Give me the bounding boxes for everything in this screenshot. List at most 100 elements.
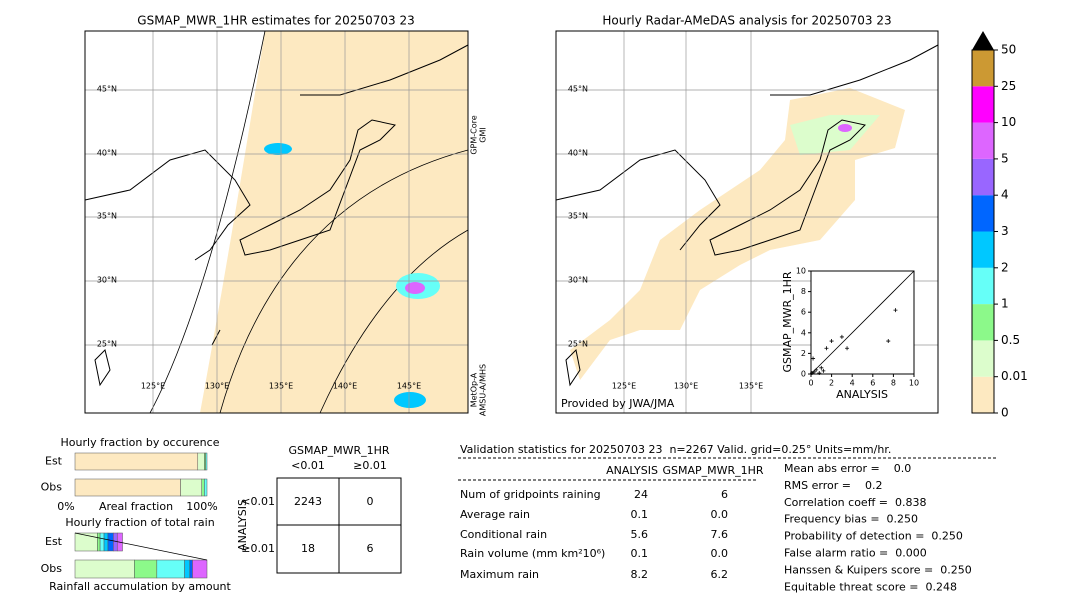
colorbar-label: 0 (1001, 406, 1009, 420)
axis-label: 0% (57, 500, 74, 513)
fraction-segment (134, 559, 158, 579)
fraction-segment (192, 559, 208, 579)
point (814, 367, 819, 372)
fraction-segment (107, 532, 114, 552)
colorbar-segment (972, 376, 994, 413)
colorbar-label: 1 (1001, 297, 1009, 311)
map-frame (555, 30, 939, 414)
cell: 18 (301, 542, 315, 555)
y-tick-label: 2 (801, 349, 806, 358)
x-tick-label: 8 (891, 379, 896, 388)
colorbar-segment (972, 231, 994, 268)
row-axis: ANALYSIS (236, 499, 249, 551)
point (810, 370, 815, 375)
colorbar-label: 25 (1001, 79, 1016, 93)
swath-edge (319, 229, 469, 414)
lon-label: 135°E (739, 382, 763, 391)
point (829, 339, 834, 344)
contingency-table: GSMAP_MWR_1HR<0.01 ≥0.01<0.01≥0.01ANALYSI… (236, 444, 402, 574)
fraction-segment (184, 559, 191, 579)
point (817, 370, 822, 375)
table-title: GSMAP_MWR_1HR (288, 444, 389, 457)
rain (405, 282, 425, 294)
colorbar-label: 0.5 (1001, 333, 1020, 347)
lon-label: 140°E (333, 382, 357, 391)
lon-label: 125°E (612, 382, 636, 391)
rain (394, 392, 426, 408)
row-value: 5.6 (631, 528, 649, 541)
cell: 6 (367, 542, 374, 555)
fraction-segment (197, 452, 205, 471)
point (886, 339, 891, 344)
lat-label: 40°N (568, 149, 588, 158)
colorbar-segment (972, 122, 994, 159)
y-tick-label: 6 (801, 308, 806, 317)
row-value: 0.0 (711, 508, 729, 521)
score: Equitable threat score = 0.248 (784, 580, 957, 593)
fraction-segment (113, 532, 118, 552)
lat-label: 30°N (568, 276, 588, 285)
bar-label: Obs (41, 481, 63, 494)
fraction-segment (180, 478, 202, 497)
score: Correlation coeff = 0.838 (784, 496, 926, 509)
bar-label: Est (45, 535, 63, 548)
extend-arrow (972, 31, 994, 50)
map-title: GSMAP_MWR_1HR estimates for 20250703 23 (137, 14, 414, 28)
map-frame (84, 30, 469, 414)
lon-label: 145°E (397, 382, 421, 391)
lon-label: 130°E (674, 382, 698, 391)
lat-label: 25°N (97, 340, 117, 349)
chart-title: Hourly fraction of total rain (65, 516, 214, 529)
cell: 2243 (294, 495, 322, 508)
row-value: 6 (721, 488, 728, 501)
right-map: 45°N 40°N 35°N 30°N 25°N 125°E 130°E 135°E Hour… (555, 14, 939, 414)
point (824, 346, 829, 351)
row-header: ≥0.01 (241, 542, 275, 555)
score: Frequency bias = 0.250 (784, 513, 918, 526)
row-value: 24 (634, 488, 648, 501)
rain (264, 143, 292, 155)
point (845, 346, 850, 351)
score: Hanssen & Kuipers score = 0.250 (784, 563, 972, 576)
x-tick-label: 2 (829, 379, 834, 388)
lat-label: 35°N (97, 212, 117, 221)
point (812, 369, 817, 374)
col-header: <0.01 (291, 459, 325, 472)
sensor-label: MetOp-A (470, 372, 479, 407)
fraction-segment (156, 559, 185, 579)
left-map: 45°N 40°N 35°N 30°N 25°N 125°E 130°E 135°E 140°E… (84, 14, 488, 416)
row-label: Maximum rain (460, 568, 539, 581)
colorbar-segment (972, 158, 994, 196)
fraction-segment (99, 532, 105, 552)
lat-label: 45°N (568, 85, 588, 94)
colorbar-segment (972, 340, 994, 377)
x-tick-label: 0 (808, 379, 813, 388)
lat-label: 35°N (568, 212, 588, 221)
sensor-label: AMSU-A/MHS (479, 364, 488, 416)
row-value: 0.0 (711, 547, 729, 560)
y-tick-label: 4 (801, 328, 806, 337)
rain (838, 124, 852, 132)
fraction-charts: Est Obs Hourly fraction by occurence Est Obs… (41, 436, 232, 593)
fraction-segment (74, 532, 98, 552)
row-header: <0.01 (241, 495, 275, 508)
lat-label: 45°N (97, 85, 117, 94)
point (893, 308, 898, 313)
bar-label: Est (45, 455, 63, 468)
colorbar-label: 5 (1001, 151, 1009, 165)
colorbar: 0 0.01 0.5 1 2 3 4 5 10 25 50 (971, 31, 1028, 420)
colorbar-segment (972, 267, 994, 305)
y-tick-label: 0 (801, 370, 806, 379)
score: RMS error = 0.2 (784, 479, 882, 492)
score: Probability of detection = 0.250 (784, 530, 963, 543)
fraction-segment (97, 532, 101, 552)
row-value: 8.2 (631, 568, 649, 581)
lat-label: 40°N (97, 149, 117, 158)
row-label: Average rain (460, 508, 530, 521)
axis-label: Areal fraction (99, 500, 173, 513)
fraction-segment (205, 452, 208, 471)
sensor-label: GPM-Core (470, 115, 479, 154)
diagonal (810, 270, 915, 375)
colorbar-label: 3 (1001, 224, 1009, 238)
x-axis-label: ANALYSIS (836, 388, 888, 401)
